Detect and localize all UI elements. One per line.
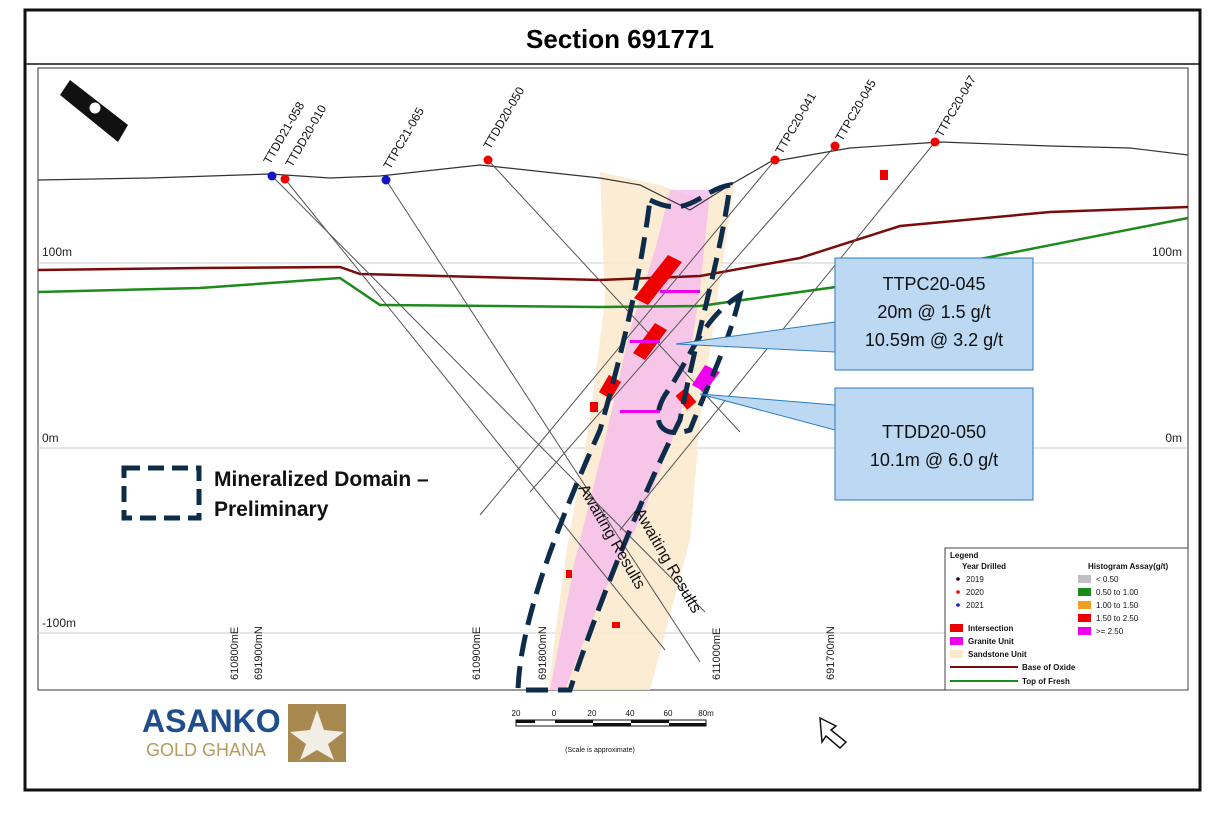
legend-item: Top of Fresh	[1022, 677, 1070, 686]
legend-item: Sandstone Unit	[968, 650, 1027, 659]
collars-2021	[267, 171, 391, 185]
logo-sub: GOLD GHANA	[146, 740, 266, 760]
elev-label: 0m	[1165, 431, 1182, 445]
callout-line: 20m @ 1.5 g/t	[877, 302, 990, 322]
legend-item: 2020	[966, 588, 984, 597]
grid-label: 611000mE	[711, 628, 723, 680]
domain-swatch	[121, 465, 202, 521]
scale-label: 80m	[698, 709, 714, 718]
title: Section 691771	[526, 24, 714, 54]
scale-label: 60	[664, 709, 673, 718]
scale-note: (Scale is approximate)	[565, 747, 635, 754]
collars	[280, 137, 940, 184]
legend-item: Base of Oxide	[1022, 663, 1076, 672]
grid-label: 691800mN	[537, 626, 549, 680]
elev-label: 0m	[42, 431, 59, 445]
topography	[37, 141, 1189, 211]
legend-item: Intersection	[968, 624, 1013, 633]
logo-name: ASANKO	[142, 703, 281, 739]
mineralized-domain	[515, 181, 744, 693]
north-arrow	[60, 80, 128, 142]
callout-line: 10.59m @ 3.2 g/t	[865, 330, 1003, 350]
legend-item: 2019	[966, 575, 984, 584]
elev-label: 100m	[42, 245, 72, 259]
scale-label: 20	[512, 709, 521, 718]
scale-bar	[515, 719, 707, 727]
callout-box	[834, 387, 1034, 501]
granite-unit	[550, 190, 710, 690]
logo: ASANKO GOLD GHANA	[142, 703, 346, 762]
grid-label: 691700mN	[825, 626, 837, 680]
legend-title: Legend	[950, 551, 979, 560]
elev-label: 100m	[1152, 245, 1182, 259]
legend-item: 0.50 to 1.00	[1096, 588, 1139, 597]
legend-item: >= 2.50	[1096, 627, 1124, 636]
legend-item: 1.00 to 1.50	[1096, 601, 1139, 610]
domain-label: Mineralized Domain –	[214, 468, 429, 491]
legend-item: 1.50 to 2.50	[1096, 614, 1139, 623]
cursor-icon	[819, 716, 848, 750]
legend: Legend Year Drilled Histogram Assay(g/t)…	[944, 547, 1189, 691]
elev-label: -100m	[42, 616, 76, 630]
scale-label: 0	[552, 709, 557, 718]
callout-box	[834, 257, 1034, 371]
legend-heading: Histogram Assay(g/t)	[1088, 562, 1169, 571]
legend-item: 2021	[966, 601, 984, 610]
domain-label: Preliminary	[214, 498, 329, 521]
callout-line: 10.1m @ 6.0 g/t	[870, 450, 998, 470]
grid-label: 691900mN	[253, 626, 265, 680]
scale-label: 40	[626, 709, 635, 718]
callout-title: TTPC20-045	[882, 274, 985, 294]
callout-title: TTDD20-050	[882, 422, 986, 442]
legend-item: < 0.50	[1096, 575, 1119, 584]
grid-label: 610900mE	[471, 627, 483, 680]
grid-label: 610800mE	[229, 627, 241, 680]
scale-label: 20	[588, 709, 597, 718]
legend-heading: Year Drilled	[962, 562, 1006, 571]
legend-item: Granite Unit	[968, 637, 1014, 646]
